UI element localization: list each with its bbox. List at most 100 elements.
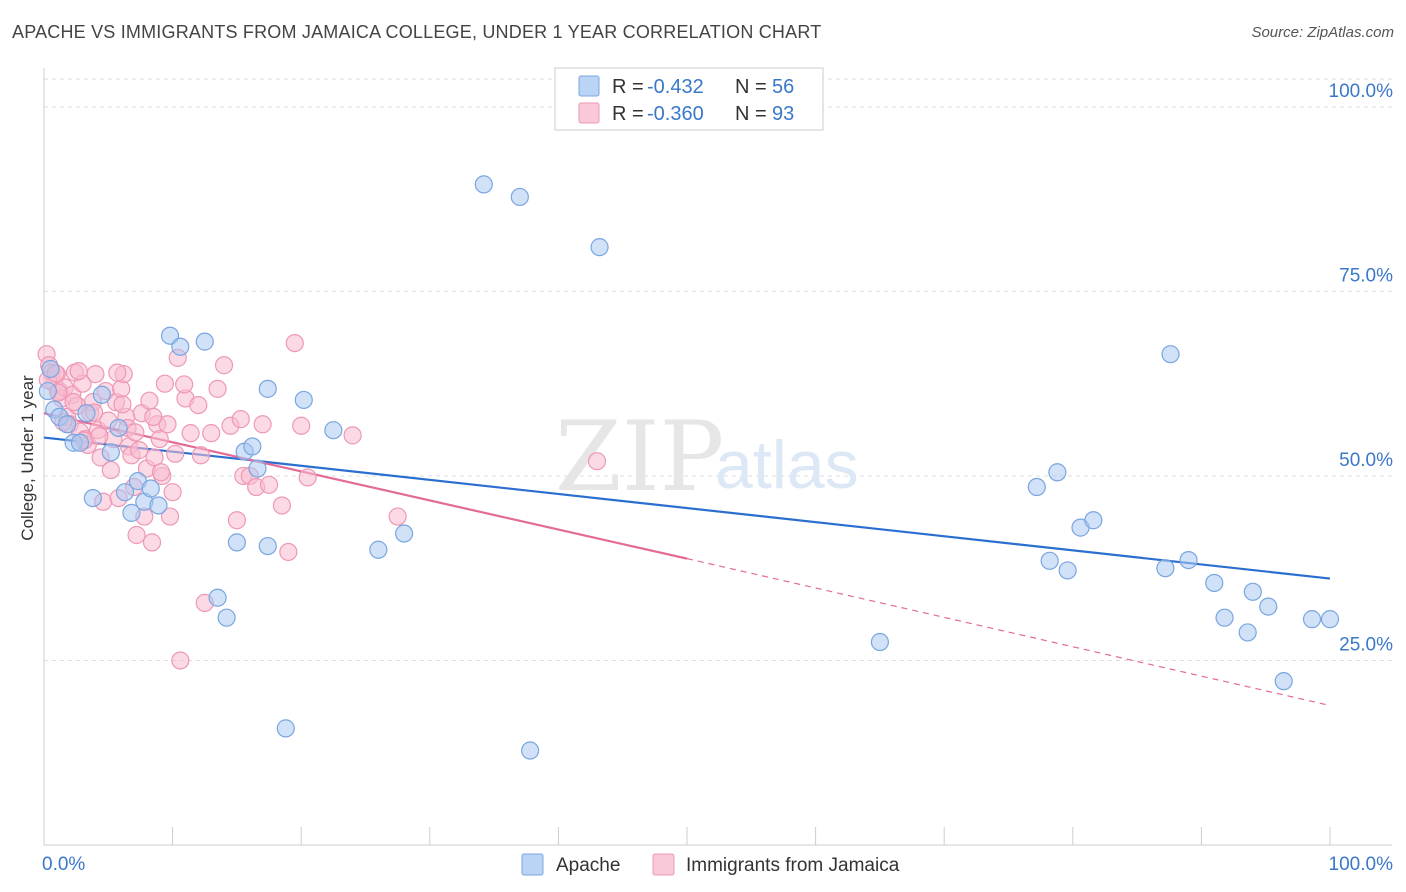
jamaica-point (214, 356, 234, 375)
jamaica-point (292, 416, 311, 435)
chart-title: APACHE VS IMMIGRANTS FROM JAMAICA COLLEG… (12, 22, 822, 42)
apache-point (1243, 582, 1262, 601)
jamaica-point (279, 542, 298, 562)
apache-point (83, 488, 102, 508)
jamaica-point (155, 374, 174, 393)
apache-point (141, 479, 160, 498)
apache-point (1161, 345, 1180, 364)
jamaica-point (171, 651, 190, 670)
legend-n-label-jamaica: N = (735, 103, 767, 125)
jamaica-point (101, 460, 120, 480)
y-tick-label: 25.0% (1339, 634, 1393, 655)
x-tick-label-min: 0.0% (42, 854, 85, 875)
apache-point (510, 187, 529, 207)
legend-n-label-apache: N = (735, 76, 767, 98)
watermark-atlas: atlas (715, 427, 859, 503)
watermark-zip: ZIP (555, 401, 724, 513)
jamaica-point (388, 507, 407, 526)
source-label: Source: ZipAtlas.com (1251, 24, 1394, 41)
apache-point (77, 404, 96, 423)
apache-point (41, 359, 60, 379)
jamaica-point (202, 424, 221, 443)
x-tick-labels: 0.0% 100.0% (42, 854, 1393, 875)
apache-point (1040, 551, 1059, 570)
legend: R = -0.432 N = 56 R = -0.360 N = 93 (554, 67, 824, 131)
jamaica-point (90, 426, 109, 446)
jamaica-point (587, 452, 607, 471)
apache-point (1274, 672, 1293, 691)
legend-box (554, 67, 824, 131)
apache-point (101, 443, 120, 462)
jamaica-point (298, 468, 317, 487)
legend-r-label-jamaica: R = (612, 103, 644, 125)
apache-point (38, 381, 57, 401)
y-tick-label: 100.0% (1329, 81, 1394, 102)
legend-swatch-apache (578, 75, 600, 97)
apache-point (1058, 561, 1077, 580)
legend-r-value-apache: -0.432 (647, 76, 704, 98)
apache-point (258, 379, 277, 398)
bottom-legend-swatch-apache (521, 853, 544, 876)
y-tick-labels: 25.0% 50.0% 75.0% 100.0% (1329, 81, 1394, 656)
apache-point (870, 632, 890, 652)
apache-point (590, 238, 609, 257)
x-tick-label-max: 100.0% (1329, 854, 1394, 875)
apache-point (1259, 597, 1278, 616)
jamaica-point (112, 379, 131, 398)
legend-swatch-jamaica (578, 102, 600, 124)
jamaica-point (158, 415, 177, 434)
apache-point (258, 536, 277, 556)
apache-point (394, 524, 414, 543)
apache-point (1084, 511, 1103, 530)
jamaica-points (37, 333, 607, 670)
jamaica-point (130, 441, 149, 460)
apache-point (1048, 463, 1067, 482)
jamaica-point (144, 407, 163, 427)
legend-n-value-apache: 56 (772, 76, 794, 98)
apache-point (474, 175, 493, 194)
apache-point (1156, 559, 1175, 578)
watermark: ZIP atlas (555, 401, 859, 513)
apache-point (294, 390, 313, 410)
jamaica-point (140, 391, 159, 410)
apache-point (149, 496, 168, 515)
jamaica-trend-line-extrapolated (686, 558, 1331, 707)
apache-point (1215, 608, 1234, 627)
jamaica-point (272, 496, 292, 515)
apache-point (1302, 610, 1322, 629)
bottom-legend: Apache Immigrants from Jamaica (521, 853, 900, 876)
bottom-legend-label-apache: Apache (556, 855, 620, 876)
jamaica-point (86, 364, 105, 384)
jamaica-point (163, 483, 182, 502)
jamaica-point (227, 511, 246, 530)
bottom-legend-swatch-jamaica (652, 853, 675, 876)
y-tick-label: 75.0% (1339, 265, 1393, 286)
apache-point (1205, 573, 1224, 593)
axes (43, 68, 1392, 846)
jamaica-point (150, 429, 169, 449)
jamaica-point (64, 393, 83, 412)
apache-point (276, 719, 295, 738)
apache-point (248, 459, 267, 478)
apache-point (243, 437, 262, 456)
jamaica-point (253, 415, 272, 434)
apache-points (38, 175, 1340, 760)
jamaica-point (151, 463, 171, 482)
apache-point (227, 533, 246, 552)
jamaica-point (160, 507, 180, 526)
jamaica-point (231, 410, 250, 429)
legend-n-value-jamaica: 93 (772, 103, 794, 125)
apache-point (92, 385, 111, 404)
jamaica-point (208, 379, 227, 398)
apache-point (58, 415, 77, 434)
jamaica-point (113, 395, 132, 414)
apache-point (115, 483, 135, 502)
jamaica-point (142, 533, 162, 552)
jamaica-point (127, 525, 146, 545)
jamaica-point (285, 333, 304, 353)
apache-point (217, 608, 236, 627)
apache-point (1320, 610, 1340, 629)
apache-point (109, 418, 128, 438)
y-tick-label: 50.0% (1339, 450, 1393, 471)
jamaica-point (343, 426, 362, 445)
